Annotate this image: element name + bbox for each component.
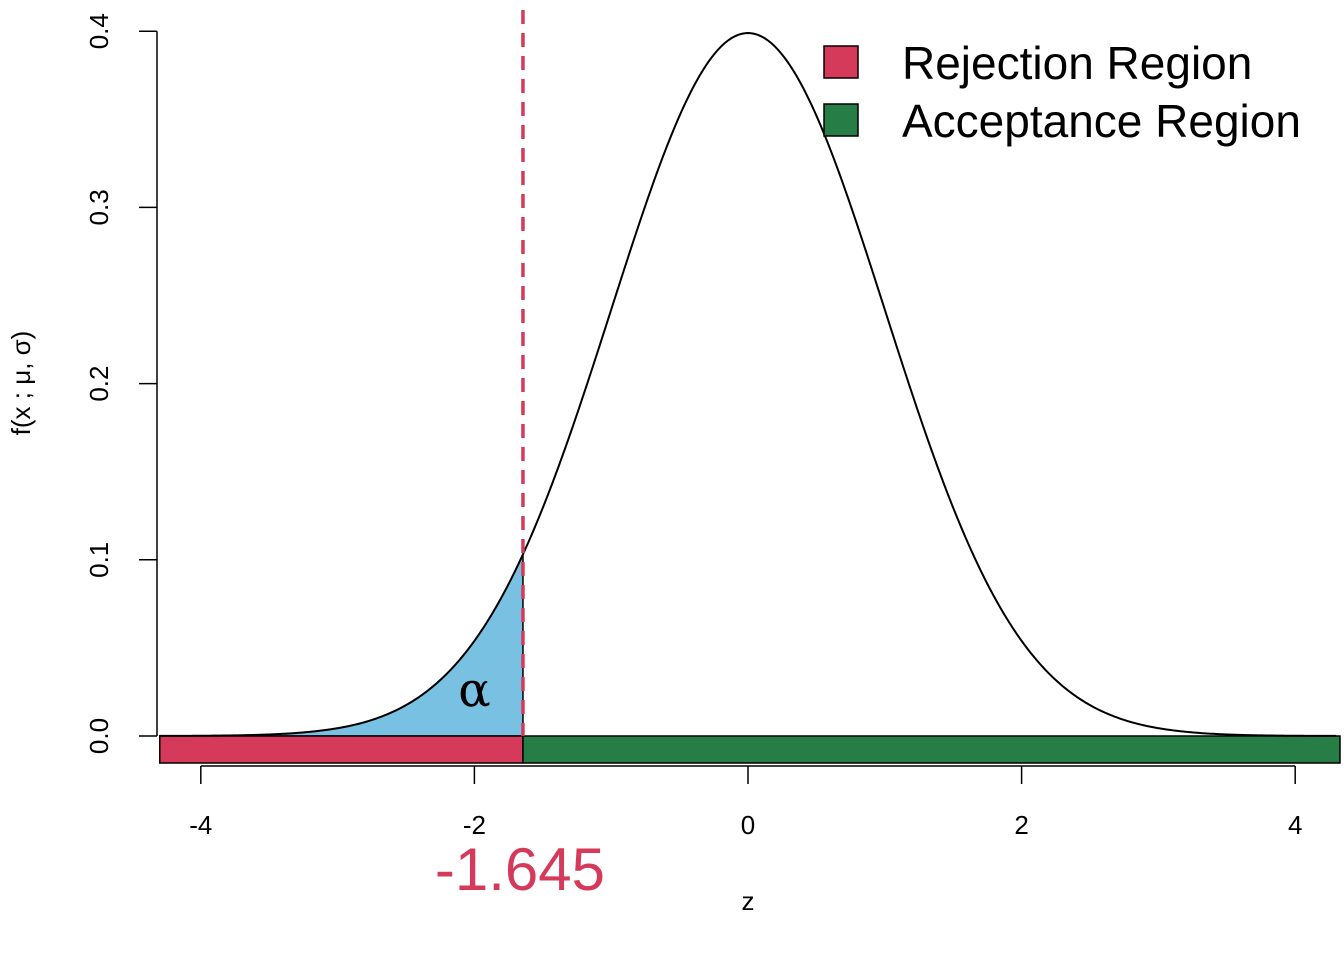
y-tick-label: 0.0 (84, 718, 114, 754)
y-tick-label: 0.2 (84, 366, 114, 402)
x-tick-label: 4 (1288, 810, 1302, 840)
y-tick-label: 0.3 (84, 189, 114, 225)
y-tick-label: 0.4 (84, 13, 114, 49)
x-tick-label: 2 (1014, 810, 1028, 840)
x-axis: -4 -2 0 2 4 (189, 765, 1302, 840)
legend-swatch-acceptance (823, 103, 859, 137)
x-axis-title: z (742, 886, 755, 916)
y-axis: 0.0 0.1 0.2 0.3 0.4 (84, 13, 158, 754)
rejection-region-bar (159, 735, 524, 764)
legend: Rejection Region Acceptance Region (823, 37, 1301, 147)
y-axis-title: f(x ; μ, σ) (6, 331, 36, 436)
y-tick-label: 0.1 (84, 542, 114, 578)
alpha-label: α (458, 662, 490, 718)
x-tick-label: -4 (189, 810, 212, 840)
acceptance-region-bar (522, 735, 1341, 764)
legend-label-rejection: Rejection Region (902, 37, 1252, 89)
density-curve (159, 32, 1337, 737)
legend-swatch-rejection (823, 45, 859, 79)
x-tick-label: -2 (463, 810, 486, 840)
critical-value-label: -1.645 (435, 836, 605, 903)
legend-label-acceptance: Acceptance Region (902, 95, 1301, 147)
x-tick-label: 0 (741, 810, 755, 840)
